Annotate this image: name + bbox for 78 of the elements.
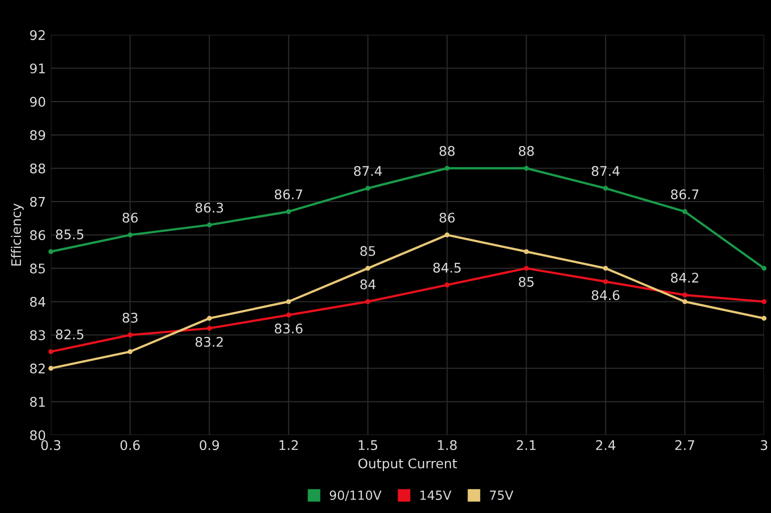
- point: [682, 209, 688, 214]
- point: [206, 222, 212, 228]
- data-label: 84.5: [433, 262, 461, 273]
- legend-label: 75V: [490, 490, 514, 500]
- data-label: 88: [518, 146, 534, 156]
- x-tick-label: 1.8: [438, 440, 457, 450]
- point: [682, 299, 688, 304]
- point: [286, 312, 292, 318]
- x-tick-label: 3: [760, 440, 768, 450]
- data-label: 84.2: [671, 272, 698, 283]
- point: [444, 232, 450, 238]
- legend-label: 145V: [420, 490, 452, 500]
- point: [762, 266, 766, 271]
- y-tick-label: 88: [30, 163, 46, 174]
- data-label: 86: [440, 212, 455, 223]
- y-tick-label: 86: [30, 230, 46, 240]
- y-axis-title: Efficiency: [10, 203, 24, 266]
- data-label: 86.7: [671, 189, 698, 200]
- x-tick-label: 2.1: [516, 440, 536, 450]
- point: [286, 209, 292, 214]
- data-label: 85: [518, 276, 534, 287]
- y-tick-label: 81: [30, 396, 45, 407]
- data-label: 85: [360, 246, 376, 256]
- x-tick-label: 1.2: [280, 440, 298, 450]
- data-label: 84.6: [592, 290, 620, 300]
- y-tick-label: 89: [30, 130, 46, 140]
- x-tick-label: 0.3: [41, 440, 60, 450]
- y-tick-label: 92: [30, 30, 45, 40]
- point: [206, 316, 212, 321]
- data-label: 87.4: [354, 166, 382, 176]
- data-label: 83.2: [196, 336, 223, 347]
- point: [524, 166, 529, 171]
- data-label: 83: [122, 312, 138, 323]
- point: [48, 349, 54, 354]
- data-label: 85.5: [56, 229, 84, 240]
- point: [128, 349, 133, 354]
- y-tick-label: 80: [30, 430, 46, 440]
- point: [128, 232, 133, 238]
- data-label: 86.3: [196, 202, 223, 213]
- data-label: 84: [360, 279, 376, 290]
- point: [524, 266, 529, 271]
- y-tick-label: 87: [30, 196, 45, 207]
- y-tick-label: 83: [30, 330, 45, 340]
- point: [365, 266, 370, 271]
- point: [286, 299, 292, 304]
- x-tick-label: 2.7: [675, 440, 694, 450]
- point: [365, 299, 370, 304]
- x-tick-label: 2.4: [596, 440, 616, 450]
- point: [762, 299, 766, 304]
- x-tick-label: 1.5: [358, 440, 378, 450]
- y-tick-label: 85: [30, 264, 45, 274]
- data-label: 87.4: [592, 166, 620, 176]
- point: [48, 249, 54, 254]
- point: [603, 266, 608, 271]
- point: [48, 366, 54, 371]
- data-label: 83.6: [274, 324, 302, 334]
- point: [762, 316, 766, 321]
- data-label: 86.7: [274, 189, 302, 200]
- point: [206, 326, 212, 331]
- y-tick-label: 82: [30, 364, 45, 374]
- data-label: 88: [440, 146, 455, 156]
- x-tick-label: 0.6: [120, 440, 140, 450]
- y-tick-label: 84: [30, 296, 46, 307]
- point: [603, 279, 608, 284]
- point: [128, 332, 133, 338]
- point: [603, 186, 608, 191]
- point: [524, 249, 529, 254]
- legend-label: 90/110V: [330, 490, 382, 501]
- y-tick-label: 91: [30, 63, 45, 74]
- x-axis-title: Output Current: [358, 458, 457, 471]
- point: [444, 282, 450, 288]
- data-label: 86: [122, 212, 138, 223]
- point: [444, 166, 450, 171]
- x-tick-label: 0.9: [200, 440, 219, 450]
- y-tick-label: 90: [30, 96, 46, 107]
- point: [365, 186, 370, 191]
- data-label: 82.5: [56, 329, 84, 340]
- point: [682, 292, 688, 298]
